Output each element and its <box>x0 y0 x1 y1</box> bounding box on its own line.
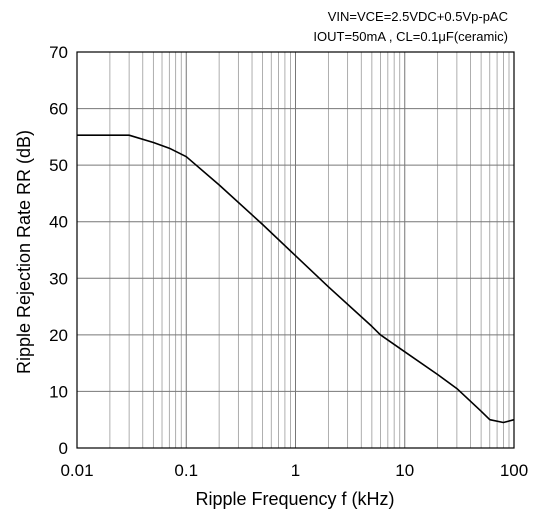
condition-annotation-2: IOUT=50mA , CL=0.1μF(ceramic) <box>313 29 508 44</box>
y-tick-labels: 0 10 20 30 40 50 60 70 <box>49 43 68 458</box>
y-tick-label: 70 <box>49 43 68 62</box>
x-tick-label: 1 <box>291 461 300 480</box>
grid <box>76 51 514 449</box>
y-tick-label: 30 <box>49 269 68 288</box>
condition-annotation-1: VIN=VCE=2.5VDC+0.5Vp-pAC <box>328 9 508 24</box>
y-axis-label: Ripple Rejection Rate RR (dB) <box>14 130 34 374</box>
y-tick-label: 10 <box>49 382 68 401</box>
x-tick-labels: 0.01 0.1 1 10 100 <box>60 461 528 480</box>
x-axis-label: Ripple Frequency f (kHz) <box>195 489 394 509</box>
ripple-rejection-line <box>77 134 515 424</box>
y-tick-label: 20 <box>49 326 68 345</box>
x-tick-label: 0.01 <box>60 461 93 480</box>
x-tick-label: 100 <box>500 461 528 480</box>
x-tick-label: 0.1 <box>174 461 198 480</box>
plot-frame <box>76 51 515 449</box>
x-tick-label: 10 <box>395 461 414 480</box>
series-layer <box>77 134 515 424</box>
y-tick-label: 0 <box>59 439 68 458</box>
y-tick-label: 50 <box>49 156 68 175</box>
y-tick-label: 60 <box>49 100 68 119</box>
y-tick-label: 40 <box>49 213 68 232</box>
